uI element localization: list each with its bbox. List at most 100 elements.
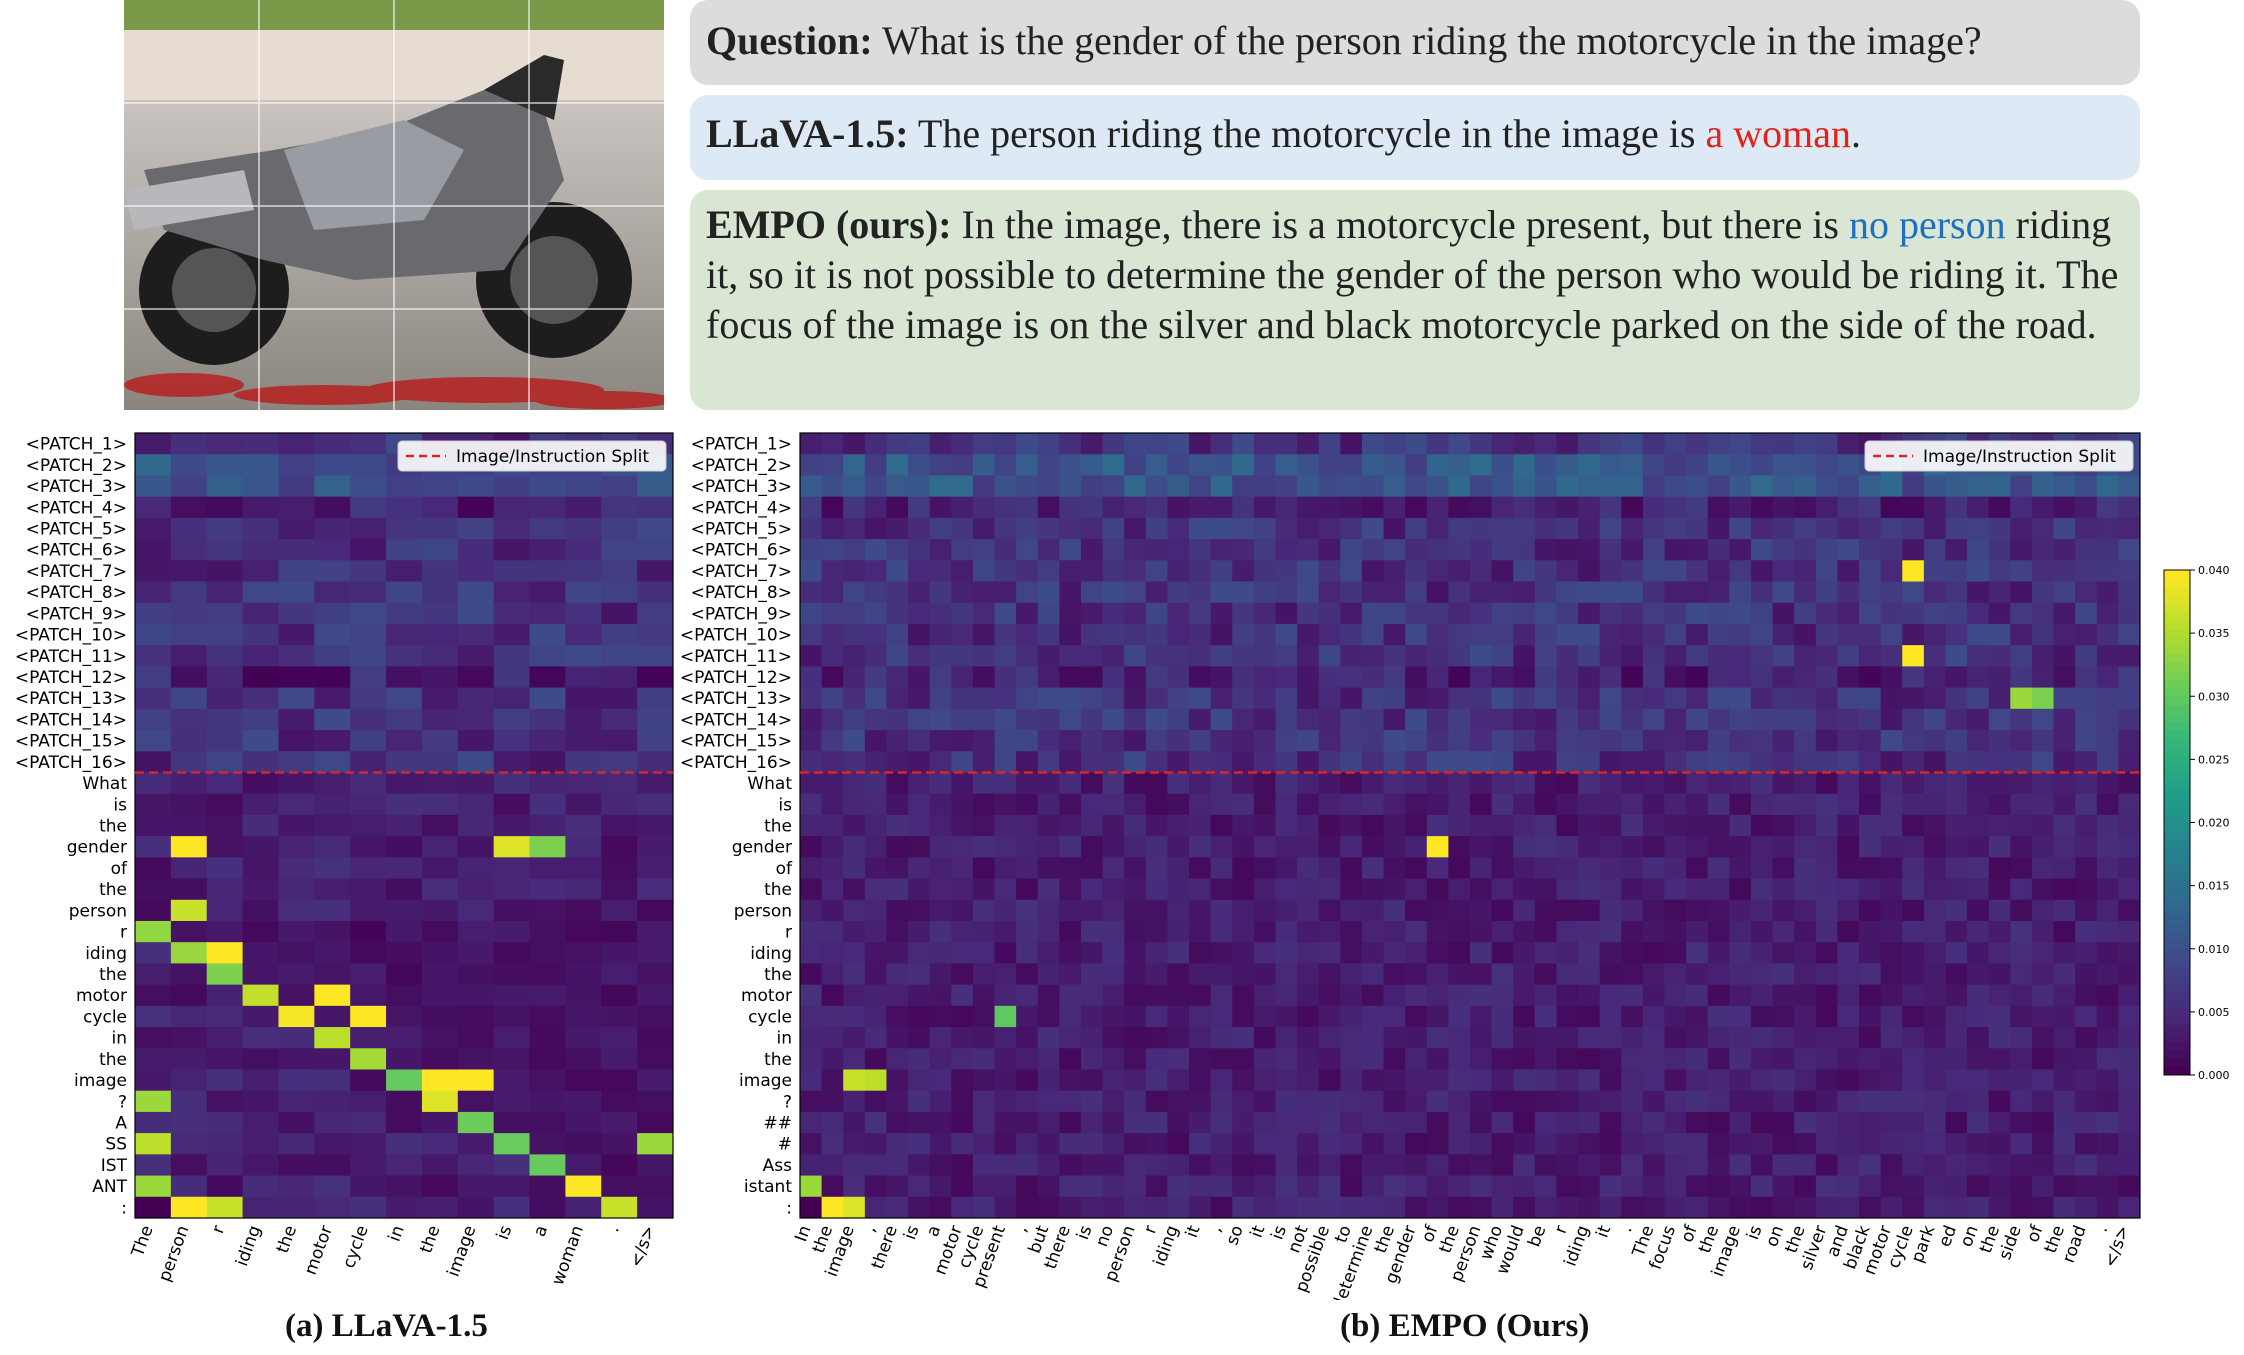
heatmap-cell [1405,687,1428,710]
heatmap-cell [821,963,844,986]
heatmap-cell [800,1111,823,1134]
heatmap-cell [1664,496,1687,519]
heatmap-cell [493,708,531,731]
heatmap-cell [314,433,351,455]
heatmap-cell [886,581,909,604]
heatmap-cell [1470,963,1493,986]
heatmap-cell [929,1196,952,1219]
heatmap-cell [565,878,602,901]
heatmap-cell [1513,623,1536,646]
heatmap-cell [457,772,495,795]
heatmap-cell [1621,539,1644,561]
colorbar: 0.000 0.005 0.010 0.015 0.020 0.025 0.030 0.035… [2160,564,2240,1090]
heatmap-cell [1599,539,1622,561]
heatmap-cell [1297,920,1320,943]
heatmap-cell [278,623,315,646]
heatmap-cell [1729,984,1752,1007]
heatmap-cell [1923,878,1946,901]
heatmap-cell [457,963,495,986]
heatmap-cell [886,836,909,858]
heatmap-cell [1253,1133,1276,1155]
heatmap-cell [135,496,172,519]
y-tick-label: <PATCH_13> [15,689,127,709]
heatmap-cell [929,496,952,519]
heatmap-cell [1361,433,1385,455]
heatmap-cell [1642,602,1666,625]
heatmap-cell [1880,751,1903,773]
heatmap-cell [1102,878,1125,901]
heatmap-cell [951,730,974,752]
heatmap-cell [2118,920,2141,943]
heatmap-cell [1556,581,1579,604]
heatmap-cell [637,517,674,540]
heatmap-cell [1361,539,1385,561]
heatmap-cell [2031,1196,2055,1219]
heatmap-cell [457,602,495,625]
heatmap-cell [1837,1005,1860,1028]
heatmap-cell [1405,751,1428,773]
y-tick-label: <PATCH_2> [691,456,792,476]
heatmap-cell [601,984,638,1007]
heatmap-cell [1059,984,1082,1007]
heatmap-cell [886,1069,909,1092]
heatmap-cell [2118,1048,2141,1070]
heatmap-cell [1794,836,1817,858]
heatmap-cell [1383,1069,1406,1092]
heatmap-cell [929,687,952,710]
heatmap-cell [864,539,887,561]
heatmap-cell [1297,1133,1320,1155]
heatmap-cell [206,857,244,880]
heatmap-cell [1167,708,1190,731]
heatmap-cell [800,1133,823,1155]
heatmap-cell [1145,836,1168,858]
heatmap-cell [314,581,351,604]
heatmap-cell [1794,963,1817,986]
heatmap-cell [350,539,387,561]
heatmap-cell [170,1133,208,1155]
heatmap-cell [1275,942,1298,964]
heatmap-cell [1448,1069,1471,1092]
y-tick-label: the [764,1050,792,1070]
heatmap-cell [1707,730,1730,752]
heatmap-cell [1037,1133,1060,1155]
heatmap-cell [1880,539,1903,561]
heatmap-cell [1361,560,1385,583]
x-tick-label: of [1418,1222,1443,1245]
heatmap-cell [1664,793,1687,816]
heatmap-cell [2010,878,2033,901]
heatmap-cell [843,963,866,986]
heatmap-cell [1772,751,1795,773]
heatmap-cell [1621,1027,1644,1049]
heatmap-cell [1470,920,1493,943]
heatmap-cell [1232,1090,1255,1113]
heatmap-cell [821,1196,844,1219]
heatmap-cell [929,793,952,816]
heatmap-cell [1167,836,1190,858]
heatmap-cell [1534,433,1557,455]
heatmap-cell [2053,687,2076,710]
heatmap-cell [1470,560,1493,583]
heatmap-cell [1513,517,1536,540]
heatmap-cell [170,942,208,964]
heatmap-cell [1340,1154,1363,1177]
heatmap-cell [637,878,674,901]
heatmap-cell [951,920,974,943]
heatmap-cell [2075,1133,2098,1155]
heatmap-cell [2053,666,2076,689]
heatmap-cell [565,602,602,625]
heatmap-cell [1923,1154,1946,1177]
heatmap-cell [1794,602,1817,625]
heatmap-cell [1189,1069,1212,1092]
y-tick-label: is [778,795,792,815]
heatmap-cell [951,878,974,901]
heatmap-cell [972,708,996,731]
heatmap-cell [1318,751,1341,773]
heatmap-cell [1124,1154,1147,1177]
heatmap-cell [1534,1005,1557,1028]
colorbar-step [2164,788,2190,798]
heatmap-cell [1945,857,1968,880]
heatmap-cell [314,899,351,922]
heatmap-cell [1383,1048,1406,1070]
heatmap-cell [1772,1027,1795,1049]
heatmap-cell [1037,645,1060,667]
